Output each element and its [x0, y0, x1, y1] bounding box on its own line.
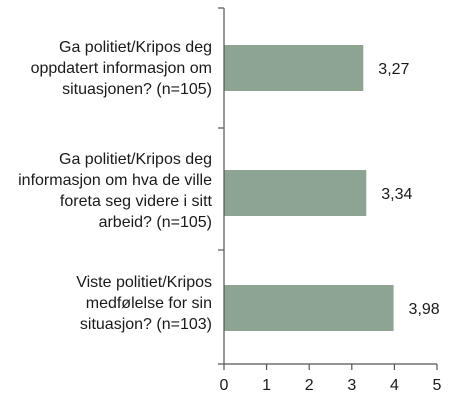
data-label: 3,98 [409, 301, 440, 318]
data-label: 3,27 [378, 61, 409, 78]
category-label: Viste politiet/Kripos medfølelse for sin… [76, 274, 212, 333]
x-tick-label: 2 [305, 377, 314, 394]
bar [224, 170, 367, 216]
bar [224, 285, 394, 331]
x-tick-label: 3 [347, 377, 356, 394]
bar [224, 45, 364, 91]
x-tick-label: 5 [433, 377, 442, 394]
x-tick-label: 0 [220, 377, 229, 394]
category-label: Ga politiet/Kripos deg oppdatert informa… [30, 39, 212, 98]
data-label: 3,34 [381, 186, 412, 203]
x-tick-label: 1 [262, 377, 271, 394]
category-label: Ga politiet/Kripos deg informasjon om hv… [18, 151, 212, 231]
x-tick-label: 4 [390, 377, 399, 394]
